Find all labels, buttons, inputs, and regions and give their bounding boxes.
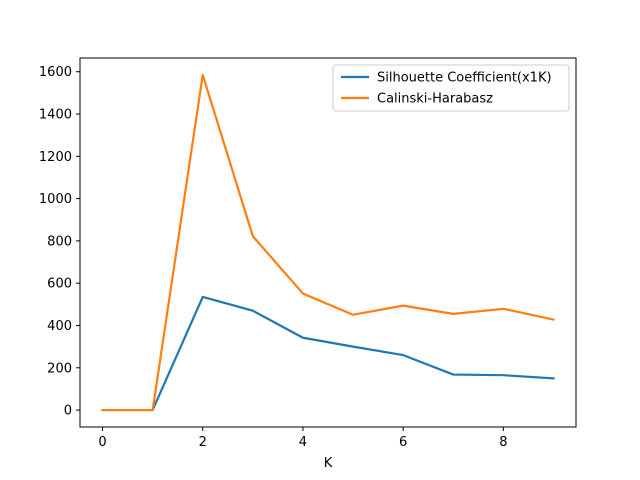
legend: Silhouette Coefficient(x1K) Calinski-Hara… bbox=[332, 64, 570, 112]
y-tick-label: 1400 bbox=[39, 108, 72, 123]
series-line-1 bbox=[101, 73, 555, 412]
y-tick-label: 0 bbox=[64, 404, 72, 419]
x-tick-label: 6 bbox=[399, 435, 407, 450]
legend-label-1: Calinski-Harabasz bbox=[377, 92, 493, 107]
x-tick-label: 4 bbox=[299, 435, 307, 450]
y-tick-label: 1200 bbox=[39, 150, 72, 165]
x-tick-label: 8 bbox=[499, 435, 507, 450]
y-tick-label: 600 bbox=[47, 277, 72, 292]
y-tick-label: 200 bbox=[47, 361, 72, 376]
plot-area bbox=[80, 58, 576, 427]
y-tick-label: 1600 bbox=[39, 65, 72, 80]
legend-box bbox=[332, 64, 570, 112]
axes-frame bbox=[79, 57, 577, 428]
y-tick-label: 1000 bbox=[39, 192, 72, 207]
axes-layer: 0 2 4 6 8 0 200 400 600 800 1000 1200 1400 1600 bbox=[39, 57, 577, 450]
x-tick-label: 2 bbox=[199, 435, 207, 450]
y-tick-label: 800 bbox=[47, 234, 72, 249]
legend-label-0: Silhouette Coefficient(x1K) bbox=[377, 71, 552, 86]
y-tick-label: 400 bbox=[47, 319, 72, 334]
x-axis-label: K bbox=[324, 456, 333, 471]
x-tick-label: 0 bbox=[98, 435, 106, 450]
series-line-0 bbox=[101, 295, 555, 412]
plot-background bbox=[80, 58, 576, 427]
series-layer bbox=[101, 73, 555, 412]
